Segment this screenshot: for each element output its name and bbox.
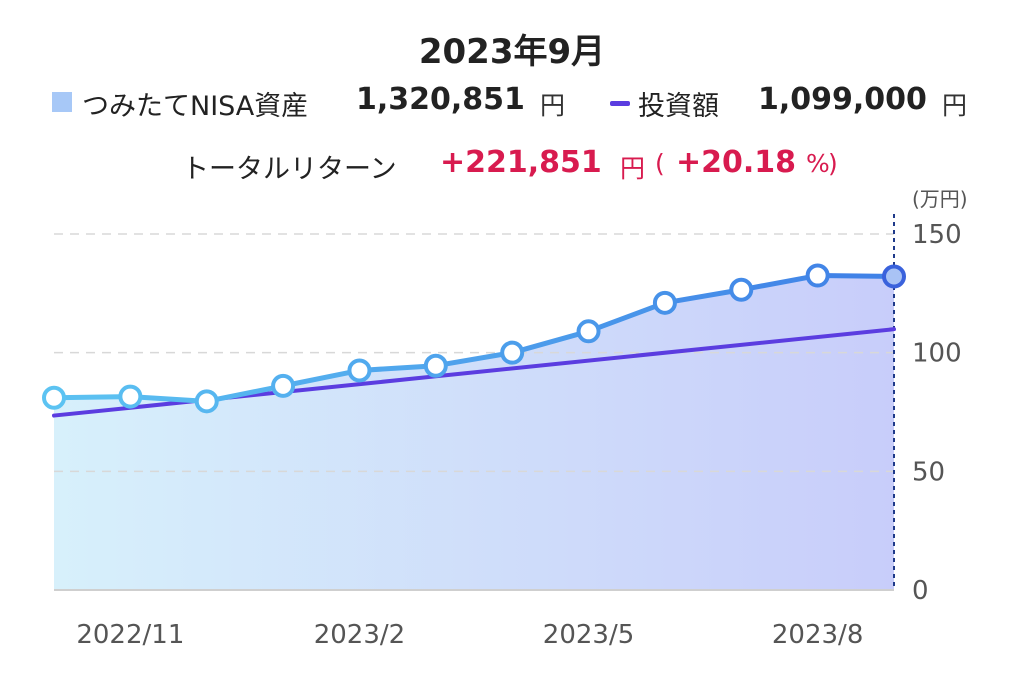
total-return: トータルリターン +221,851 円 ( +20.18 % ) — [0, 143, 1024, 185]
asset-point-2022/11[interactable] — [118, 384, 143, 409]
y-tick-label-150: 150 — [912, 220, 962, 250]
asset-point-2023/9[interactable] — [882, 264, 906, 289]
asset-point-2023/8[interactable] — [805, 263, 830, 288]
return-unit: 円 — [620, 154, 646, 183]
asset-line-segment — [509, 328, 592, 356]
return-paren-open: ( — [655, 149, 665, 178]
asset-point-2023/5[interactable] — [576, 319, 601, 344]
legend: つみたてNISA資産 1,320,851 円 投資額 1,099,000 円 — [0, 82, 1024, 122]
chart-title: 2023年9月 — [418, 32, 606, 72]
asset-line-segment — [586, 300, 668, 334]
y-tick-label-100: 100 — [912, 339, 962, 369]
asset-point-2023/7[interactable] — [729, 277, 754, 302]
x-tick-label-2023/5: 2023/5 — [543, 620, 634, 650]
invest-legend-label: 投資額 — [638, 91, 719, 122]
asset-line-segment — [815, 273, 897, 279]
asset-point-2023/2[interactable] — [347, 358, 372, 383]
asset-point-2022/12[interactable] — [194, 389, 219, 414]
asset-legend-label: つみたてNISA資産 — [82, 91, 309, 122]
asset-value: 1,320,851 — [356, 82, 525, 117]
y-unit-label: (万円) — [912, 187, 968, 211]
return-percent-unit: % — [806, 149, 830, 178]
return-value: +221,851 — [440, 145, 602, 180]
asset-line-segment — [127, 394, 210, 404]
y-tick-label-50: 50 — [912, 457, 945, 487]
return-label: トータルリターン — [182, 154, 397, 185]
asset-line-segment — [51, 394, 133, 401]
asset-point-2022/10[interactable] — [42, 385, 66, 410]
x-tick-label-2023/8: 2023/8 — [772, 620, 863, 650]
x-tick-label-2022/11: 2022/11 — [76, 620, 184, 650]
asset-line-segment — [356, 363, 439, 373]
return-percent: +20.18 — [676, 145, 797, 180]
asset-point-2023/4[interactable] — [500, 340, 525, 365]
asset-line-segment — [433, 350, 515, 369]
asset-area — [54, 275, 894, 590]
asset-line-segment — [280, 367, 362, 389]
invest-unit: 円 — [942, 91, 968, 120]
asset-line-segment — [204, 383, 286, 404]
x-tick-label-2023/2: 2023/2 — [314, 620, 405, 650]
invest-line-icon — [610, 101, 630, 106]
asset-unit: 円 — [540, 91, 566, 120]
asset-line-segment — [662, 287, 744, 306]
asset-point-2023/3[interactable] — [423, 353, 448, 378]
invest-value: 1,099,000 — [758, 82, 927, 117]
return-paren-close: ) — [828, 149, 838, 178]
y-tick-label-0: 0 — [912, 576, 929, 606]
asset-point-2023/6[interactable] — [652, 290, 677, 315]
asset-line-segment — [738, 273, 821, 293]
asset-point-2023/1[interactable] — [271, 373, 296, 398]
asset-swatch-icon — [52, 92, 72, 112]
